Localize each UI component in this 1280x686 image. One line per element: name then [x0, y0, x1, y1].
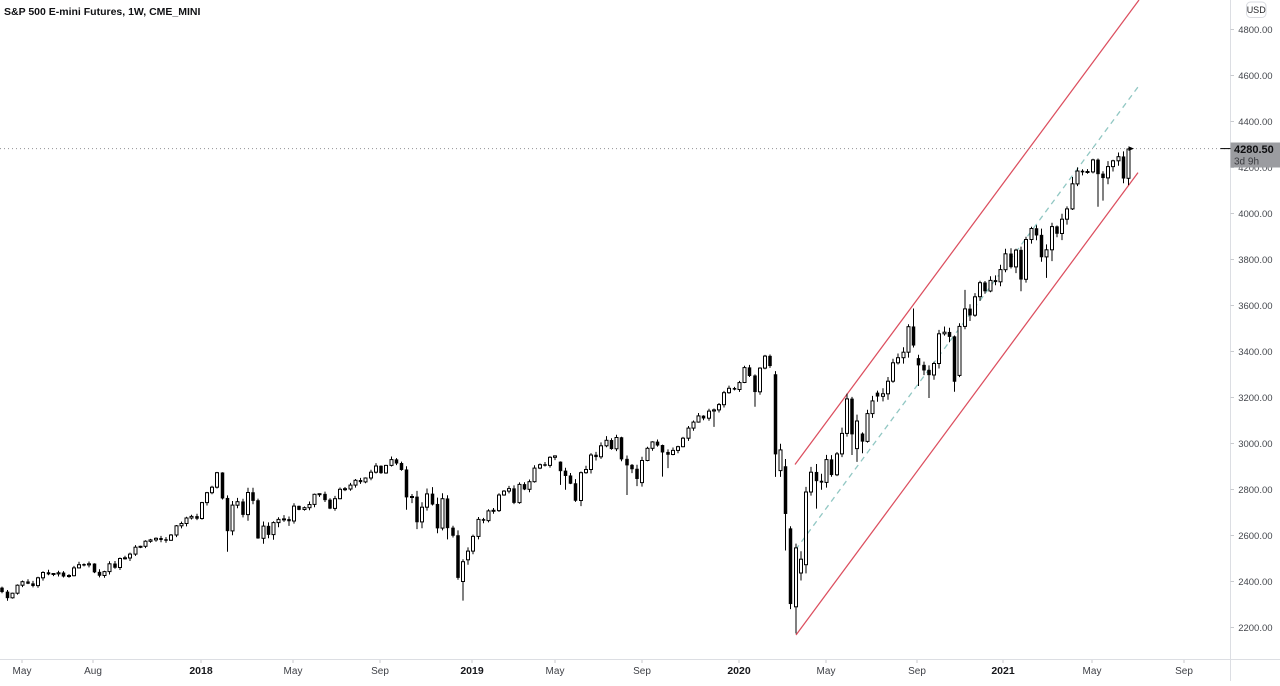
svg-text:2021: 2021	[991, 665, 1015, 677]
svg-text:4600.00: 4600.00	[1238, 71, 1272, 82]
svg-text:May: May	[284, 666, 303, 677]
svg-text:4000.00: 4000.00	[1238, 209, 1272, 220]
svg-text:2800.00: 2800.00	[1238, 485, 1272, 496]
svg-text:3000.00: 3000.00	[1238, 439, 1272, 450]
svg-text:4280.50: 4280.50	[1234, 144, 1274, 156]
svg-text:May: May	[817, 666, 836, 677]
svg-text:4400.00: 4400.00	[1238, 117, 1272, 128]
svg-text:2018: 2018	[189, 665, 213, 677]
svg-text:Sep: Sep	[633, 666, 651, 677]
svg-text:USD: USD	[1247, 5, 1267, 15]
svg-text:2019: 2019	[460, 665, 484, 677]
svg-text:Aug: Aug	[84, 666, 102, 677]
svg-text:2200.00: 2200.00	[1238, 623, 1272, 634]
svg-text:3d 9h: 3d 9h	[1234, 157, 1259, 168]
svg-text:Sep: Sep	[371, 666, 389, 677]
svg-text:4800.00: 4800.00	[1238, 25, 1272, 36]
svg-text:Sep: Sep	[908, 666, 926, 677]
svg-text:Sep: Sep	[1175, 666, 1193, 677]
svg-text:May: May	[1083, 666, 1102, 677]
svg-text:2600.00: 2600.00	[1238, 531, 1272, 542]
svg-text:3200.00: 3200.00	[1238, 393, 1272, 404]
svg-text:3800.00: 3800.00	[1238, 255, 1272, 266]
svg-text:3400.00: 3400.00	[1238, 347, 1272, 358]
svg-text:3600.00: 3600.00	[1238, 301, 1272, 312]
svg-text:2400.00: 2400.00	[1238, 577, 1272, 588]
svg-text:S&P 500 E-mini Futures, 1W, CM: S&P 500 E-mini Futures, 1W, CME_MINI	[4, 6, 201, 18]
svg-text:May: May	[13, 666, 32, 677]
svg-text:2020: 2020	[727, 665, 751, 677]
svg-text:May: May	[546, 666, 565, 677]
